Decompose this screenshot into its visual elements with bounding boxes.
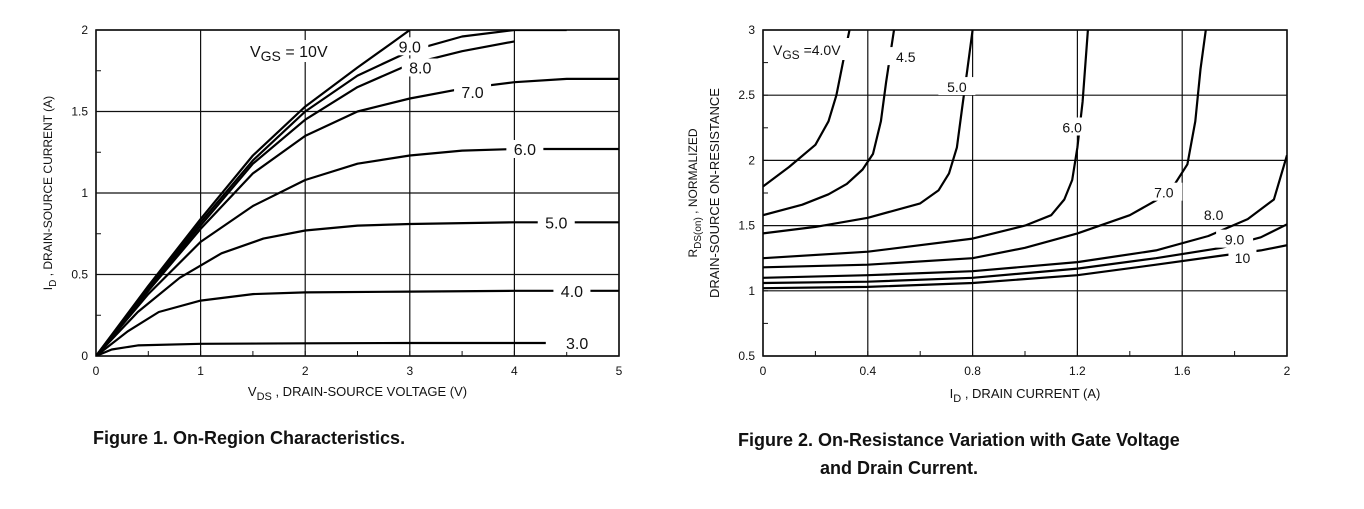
fig1-x-axis-label: VDS , DRAIN-SOURCE VOLTAGE (V): [248, 384, 467, 403]
fig2-x-tick-label: 1.2: [1069, 364, 1086, 378]
fig1-x-tick-label: 3: [406, 364, 413, 378]
fig1-series-label: 3.0: [566, 336, 588, 353]
fig2-series-label-bg: [887, 47, 925, 66]
fig1-series-label-bg: [558, 333, 596, 352]
fig2-x-axis-label: ID , DRAIN CURRENT (A): [950, 386, 1101, 405]
fig2-x-tick-label: 0.4: [859, 364, 876, 378]
fig1-series-line: [96, 40, 515, 356]
fig2-series-label: 4.5: [896, 49, 916, 65]
fig2-series-label-bg: [938, 77, 976, 96]
figure-2-caption-line-1: Figure 2. On-Resistance Variation with G…: [738, 430, 1180, 450]
fig2-series-line: [763, 223, 1287, 285]
fig2-x-tick-label: 2: [1284, 364, 1291, 378]
fig1-x-tick-label: 5: [616, 364, 623, 378]
fig1-y-tick-label: 1.5: [71, 105, 88, 119]
fig2-series-label: 6.0: [1062, 119, 1082, 135]
figure-2-chart: 0 0.4 0.8 1.2 1.6 2 0.5 1 1.5 2 2.5 3 4.5 5.0 6.0 7.0 8.…: [686, 23, 1291, 405]
fig1-y-tick-label: 0: [81, 349, 88, 363]
fig1-x-tick-label: 4: [511, 364, 518, 378]
fig2-plot-frame: [762, 29, 1288, 357]
fig2-series-label-bg: [1216, 229, 1254, 248]
fig2-series-label-bg: [1145, 182, 1183, 201]
fig1-series-label: 5.0: [545, 215, 567, 232]
fig1-series-line: [96, 30, 567, 356]
fig2-series-line: [763, 30, 896, 217]
fig1-series-label: 8.0: [409, 60, 431, 77]
fig1-series-line: [96, 341, 546, 356]
figure-1-chart: 0 1 2 3 4 5 0 0.5 1 1.5 2 3.0 4.0 5.0 6.0 7.0 8.0 9.0 VGS …: [41, 23, 623, 403]
fig1-series-label-bg: [537, 213, 575, 232]
fig2-y-tick-label: 3: [748, 23, 755, 37]
fig1-series-label-bg: [506, 139, 544, 158]
fig1-series-label: 7.0: [461, 85, 483, 102]
fig2-y-tick-label: 1.5: [738, 219, 755, 233]
fig1-y-tick-label: 1: [81, 186, 88, 200]
fig1-series-label: 6.0: [514, 142, 536, 159]
fig1-vgs-label-bg: [248, 40, 360, 62]
fig1-series-label-bg: [401, 58, 439, 77]
fig2-x-tick-label: 0: [760, 364, 767, 378]
fig1-x-tick-label: 0: [93, 364, 100, 378]
fig1-y-tick-label: 0.5: [71, 268, 88, 282]
figures-canvas: 0 1 2 3 4 500.511.523.04.05.06.07.08.09.0VGS …: [41, 23, 1291, 405]
fig1-series-label-bg: [454, 82, 492, 101]
fig2-y-tick-label: 0.5: [738, 349, 755, 363]
fig2-y-tick-label: 2: [748, 153, 755, 167]
fig1-series-line: [96, 289, 619, 356]
figure-1-caption: Figure 1. On-Region Characteristics.: [93, 428, 406, 448]
fig2-y-axis-label-line-2: DRAIN-SOURCE ON-RESISTANCE: [707, 88, 722, 298]
fig2-series-label-bg: [1195, 204, 1233, 223]
fig1-series-line: [96, 147, 619, 356]
fig2-series-line: [763, 30, 1207, 269]
fig2-y-tick-label: 2.5: [738, 88, 755, 102]
fig1-series-line: [96, 30, 411, 356]
fig2-y-tick-label: 1: [748, 284, 755, 298]
fig1-series-line: [96, 221, 619, 356]
fig1-x-tick-label: 1: [197, 364, 204, 378]
fig1-series-label-bg: [553, 281, 591, 300]
fig2-vgs-label: VGS =4.0V: [773, 42, 841, 62]
fig2-y-axis-label-line-1: RDS(on) , NORMALIZED: [686, 128, 704, 257]
fig1-series-label: 4.0: [561, 284, 583, 301]
fig2-series-line: [763, 154, 1287, 279]
fig1-x-tick-label: 2: [302, 364, 309, 378]
fig2-x-tick-label: 1.6: [1174, 364, 1191, 378]
fig1-series-line: [96, 77, 619, 356]
fig1-series-label: 9.0: [399, 39, 421, 56]
fig1-vgs-label: VGS = 10V: [250, 44, 328, 64]
fig2-series-label: 9.0: [1225, 232, 1245, 248]
fig2-series-label: 10: [1235, 250, 1251, 266]
fig1-series-label-bg: [391, 37, 429, 56]
fig2-series-label: 8.0: [1204, 207, 1224, 223]
figure-2-caption-line-2: and Drain Current.: [820, 458, 979, 478]
fig1-plot-frame: [95, 29, 620, 357]
fig1-y-axis-label: ID , DRAIN-SOURCE CURRENT (A): [41, 96, 59, 290]
fig2-vgs-label-bg: [771, 38, 863, 60]
fig2-series-label-bg: [1053, 117, 1091, 136]
fig2-series-label: 5.0: [947, 79, 967, 95]
fig2-series-label-bg: [1228, 247, 1257, 266]
fig2-series-line: [763, 30, 1089, 260]
fig2-series-label: 7.0: [1154, 185, 1174, 201]
fig1-y-tick-label: 2: [81, 23, 88, 37]
fig2-x-tick-label: 0.8: [964, 364, 981, 378]
